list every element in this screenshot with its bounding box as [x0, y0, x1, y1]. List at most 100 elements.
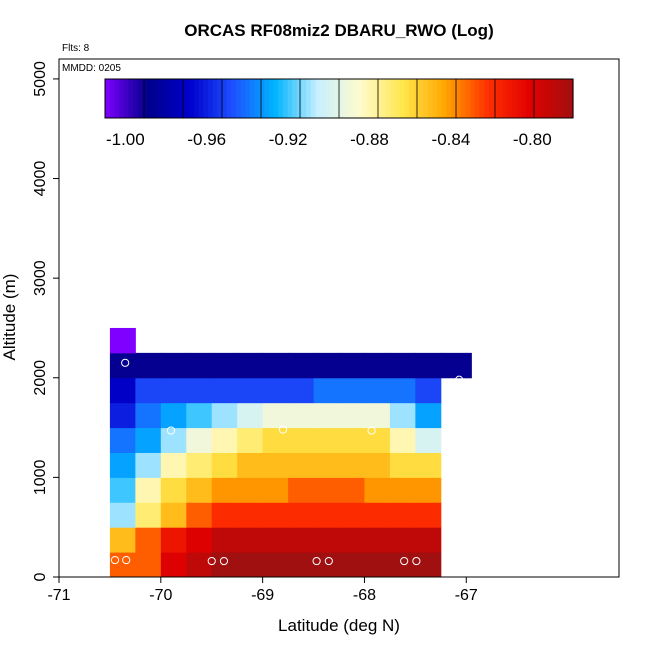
heatmap-cell: [109, 427, 136, 453]
heatmap-cell: [186, 427, 213, 453]
colorbar-segment: [535, 79, 541, 118]
colorbar-segment: [437, 79, 443, 118]
heatmap-cell: [364, 552, 391, 578]
heatmap-cell: [262, 377, 289, 404]
heatmap-cell: [415, 527, 442, 553]
colorbar-segment: [362, 79, 368, 118]
colorbar-segment: [282, 79, 289, 118]
colorbar-segment: [526, 79, 532, 118]
colorbar-segment: [367, 79, 373, 118]
colorbar-segment: [353, 79, 359, 118]
heatmap-cell: [237, 502, 264, 528]
heatmap-cell: [160, 402, 187, 429]
colorbar-tick-label: -0.84: [432, 130, 471, 149]
sample-point: [400, 556, 409, 566]
colorbar-tick-label: -1.00: [106, 130, 145, 149]
plot-frame: [58, 58, 620, 578]
heatmap-cell: [186, 527, 213, 553]
heatmap-cell: [313, 427, 340, 453]
colorbar-segment: [376, 79, 382, 118]
colorbar-segment: [540, 79, 546, 118]
colorbar-segment: [521, 79, 527, 118]
heatmap-cell: [440, 352, 467, 379]
heatmap-cell: [109, 527, 136, 553]
colorbar-segment: [399, 79, 406, 118]
colorbar-segment: [549, 79, 555, 118]
heatmap-cell: [313, 502, 340, 528]
colorbar-segment: [236, 79, 242, 118]
y-tick-label: 4000: [32, 161, 49, 197]
heatmap-cell: [339, 427, 365, 453]
heatmap-cell: [288, 452, 315, 478]
heatmap-cell: [415, 352, 442, 379]
colorbar-segment: [301, 79, 307, 118]
heatmap-cell: [237, 377, 264, 404]
heatmap-cell: [109, 552, 136, 578]
heatmap-cell: [237, 452, 264, 478]
colorbar-segment: [418, 79, 424, 118]
colorbar-segment: [151, 79, 158, 118]
heatmap-cell: [339, 552, 365, 578]
heatmap-cell: [415, 377, 442, 404]
heatmap-cell: [415, 402, 442, 429]
heatmap-cell: [339, 477, 365, 503]
heatmap-cell: [160, 477, 187, 503]
heatmap-cell: [135, 452, 162, 478]
colorbar-segment: [114, 79, 120, 118]
heatmap-cell: [389, 402, 416, 429]
colorbar-segment: [296, 79, 303, 118]
heatmap-cell: [288, 402, 315, 429]
heatmap-cell: [186, 402, 213, 429]
colorbar-segment: [409, 79, 415, 118]
colorbar-segment: [470, 79, 476, 118]
colorbar-segment: [516, 79, 523, 118]
heatmap-cell: [186, 352, 213, 379]
colorbar-segment: [170, 79, 176, 118]
colorbar-segment: [278, 79, 284, 118]
heatmap-cell: [339, 377, 365, 404]
colorbar-segment: [245, 79, 251, 118]
colorbar-segment: [427, 79, 434, 118]
colorbar-segment: [488, 79, 495, 118]
heatmap-cell: [389, 527, 416, 553]
heatmap-cell: [135, 402, 162, 429]
heatmap-cell: [186, 452, 213, 478]
colorbar-segment: [512, 79, 518, 118]
sample-point: [166, 426, 176, 435]
heatmap-cell: [237, 402, 264, 429]
colorbar-segment: [381, 79, 387, 118]
colorbar-segment: [404, 79, 410, 118]
heatmap-cell: [109, 402, 136, 429]
heatmap-cell: [211, 477, 238, 503]
sample-point: [219, 556, 229, 566]
heatmap-cell: [262, 452, 289, 478]
colorbar-segment: [348, 79, 354, 118]
heatmap-cell: [211, 502, 238, 528]
sample-point: [324, 556, 333, 566]
colorbar-segment: [212, 79, 218, 118]
colorbar-segment: [287, 79, 293, 118]
heatmap-cell: [262, 552, 289, 578]
heatmap-cell: [160, 552, 187, 578]
x-tick-label: -69: [251, 587, 274, 604]
colorbar-segment: [240, 79, 246, 118]
x-tick-label: -70: [149, 587, 172, 604]
heatmap-cell: [186, 377, 213, 404]
colorbar-segment: [446, 79, 452, 118]
colorbar-segment: [156, 79, 162, 118]
heatmap-cell: [415, 552, 442, 578]
colorbar-tick-label: -0.88: [350, 130, 389, 149]
heatmap-cell: [339, 502, 365, 528]
heatmap-cell: [109, 452, 136, 478]
y-tick-label: 1000: [32, 459, 49, 495]
colorbar-segment: [142, 79, 148, 118]
y-tick-label: 3000: [32, 260, 49, 296]
colorbar-segment: [222, 79, 228, 118]
heatmap-cell: [288, 427, 315, 453]
colorbar-segment: [105, 79, 111, 118]
x-tick-label: -67: [455, 587, 478, 604]
heatmap-cell: [466, 352, 472, 379]
colorbar-segment: [119, 79, 125, 118]
colorbar-segment: [175, 79, 181, 118]
heatmap-cell: [313, 352, 340, 379]
